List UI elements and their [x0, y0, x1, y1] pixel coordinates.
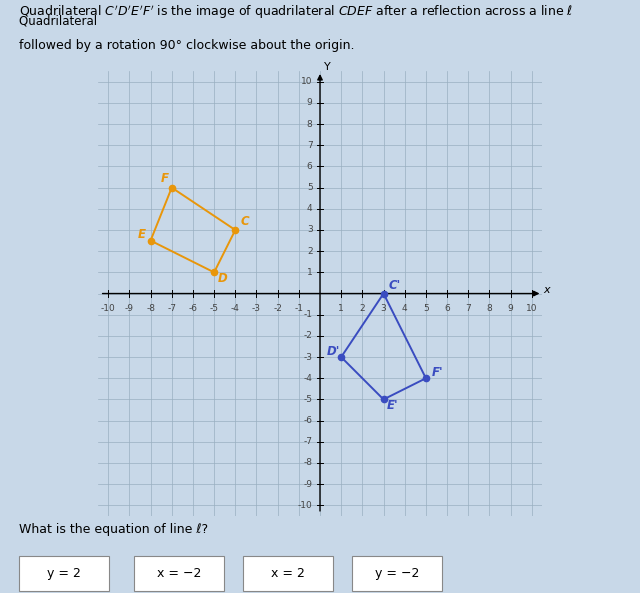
- Text: 8: 8: [307, 120, 312, 129]
- Text: -7: -7: [303, 437, 312, 447]
- Text: -3: -3: [252, 304, 261, 313]
- Text: Quadrilateral $C'D'E'F'$ is the image of quadrilateral $CDEF$ after a reflection: Quadrilateral $C'D'E'F'$ is the image of…: [19, 4, 573, 21]
- Text: -5: -5: [210, 304, 219, 313]
- Text: 10: 10: [526, 304, 538, 313]
- Text: followed by a rotation 90° clockwise about the origin.: followed by a rotation 90° clockwise abo…: [19, 39, 355, 52]
- Text: 2: 2: [360, 304, 365, 313]
- Text: -3: -3: [303, 353, 312, 362]
- Text: y = −2: y = −2: [374, 566, 419, 579]
- Text: 7: 7: [307, 141, 312, 150]
- Text: 4: 4: [307, 205, 312, 213]
- Text: 2: 2: [307, 247, 312, 256]
- Text: 3: 3: [381, 304, 387, 313]
- Text: E: E: [138, 228, 146, 241]
- Text: 5: 5: [307, 183, 312, 192]
- Text: D': D': [326, 345, 340, 358]
- Text: -8: -8: [303, 458, 312, 467]
- Text: y = 2: y = 2: [47, 566, 81, 579]
- Text: Y: Y: [324, 62, 331, 72]
- Text: 8: 8: [486, 304, 492, 313]
- Text: -9: -9: [303, 480, 312, 489]
- Text: -9: -9: [125, 304, 134, 313]
- Text: 6: 6: [307, 162, 312, 171]
- Text: 1: 1: [339, 304, 344, 313]
- Text: x: x: [543, 285, 550, 295]
- Text: 10: 10: [301, 77, 312, 86]
- Text: -4: -4: [304, 374, 312, 382]
- Bar: [134, 556, 224, 591]
- Text: 4: 4: [402, 304, 408, 313]
- Text: 5: 5: [423, 304, 429, 313]
- Text: -8: -8: [146, 304, 155, 313]
- Text: E': E': [387, 399, 398, 412]
- Text: F: F: [161, 173, 169, 186]
- Text: Quadrilateral: Quadrilateral: [19, 15, 101, 28]
- Text: 3: 3: [307, 225, 312, 234]
- Text: -7: -7: [167, 304, 176, 313]
- Text: -1: -1: [303, 310, 312, 319]
- Text: -5: -5: [303, 395, 312, 404]
- Text: D: D: [218, 272, 227, 285]
- Text: -2: -2: [304, 331, 312, 340]
- Text: -6: -6: [188, 304, 197, 313]
- Text: 1: 1: [307, 268, 312, 277]
- Text: -2: -2: [273, 304, 282, 313]
- Bar: [19, 556, 109, 591]
- Text: -4: -4: [231, 304, 240, 313]
- Text: -1: -1: [294, 304, 303, 313]
- Text: C': C': [389, 279, 401, 292]
- Text: 7: 7: [465, 304, 471, 313]
- Text: x = 2: x = 2: [271, 566, 305, 579]
- Text: What is the equation of line ℓ?: What is the equation of line ℓ?: [19, 523, 209, 536]
- Text: -6: -6: [303, 416, 312, 425]
- Text: C: C: [241, 215, 249, 228]
- Text: 6: 6: [444, 304, 450, 313]
- Bar: [243, 556, 333, 591]
- Text: F': F': [432, 366, 444, 379]
- Text: x = −2: x = −2: [157, 566, 202, 579]
- Text: -10: -10: [298, 501, 312, 510]
- Text: 9: 9: [508, 304, 513, 313]
- Text: 9: 9: [307, 98, 312, 107]
- Text: -10: -10: [101, 304, 116, 313]
- Bar: [352, 556, 442, 591]
